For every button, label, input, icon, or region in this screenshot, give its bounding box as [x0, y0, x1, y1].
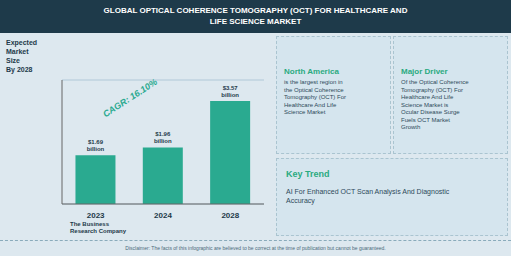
- html-text:Disclaimer: The facts of this: Disclaimer: The facts of this infographi…: [125, 245, 386, 251]
- svg-text:$1.96billion: $1.96billion: [154, 131, 172, 144]
- html-text:is the largest region in the O: is the largest region in the Optical Coh…: [284, 79, 346, 115]
- svg-text:2023: 2023: [87, 211, 105, 218]
- html-text:Of the Optical Coherence Tomog: Of the Optical Coherence Tomography (OCT…: [401, 79, 469, 130]
- html-text:Expected Market Size By 2028: Expected Market Size By 2028: [6, 39, 38, 73]
- svg-text:$1.69billion: $1.69billion: [87, 139, 105, 152]
- html-text:GLOBAL OPTICAL COHERENCE TOMOG: GLOBAL OPTICAL COHERENCE TOMOGRAPHY (OCT…: [103, 6, 408, 15]
- svg-text:$3.57billion: $3.57billion: [221, 85, 239, 98]
- html-text:The Business Research Company: The Business Research Company: [70, 221, 126, 234]
- svg-text:2028: 2028: [221, 211, 239, 218]
- html-text:Major Driver: Major Driver: [401, 67, 448, 76]
- html-text:CAGR: 16.10%: CAGR: 16.10%: [101, 76, 159, 120]
- html-text:Key Trend: Key Trend: [286, 169, 330, 179]
- html-text:AI For Enhanced OCT Scan Analy: AI For Enhanced OCT Scan Analysis And Di…: [286, 188, 450, 204]
- svg-text:2024: 2024: [154, 211, 172, 218]
- html-text:LIFE SCIENCE MARKET: LIFE SCIENCE MARKET: [209, 17, 302, 26]
- html-text:North America: North America: [284, 67, 339, 76]
